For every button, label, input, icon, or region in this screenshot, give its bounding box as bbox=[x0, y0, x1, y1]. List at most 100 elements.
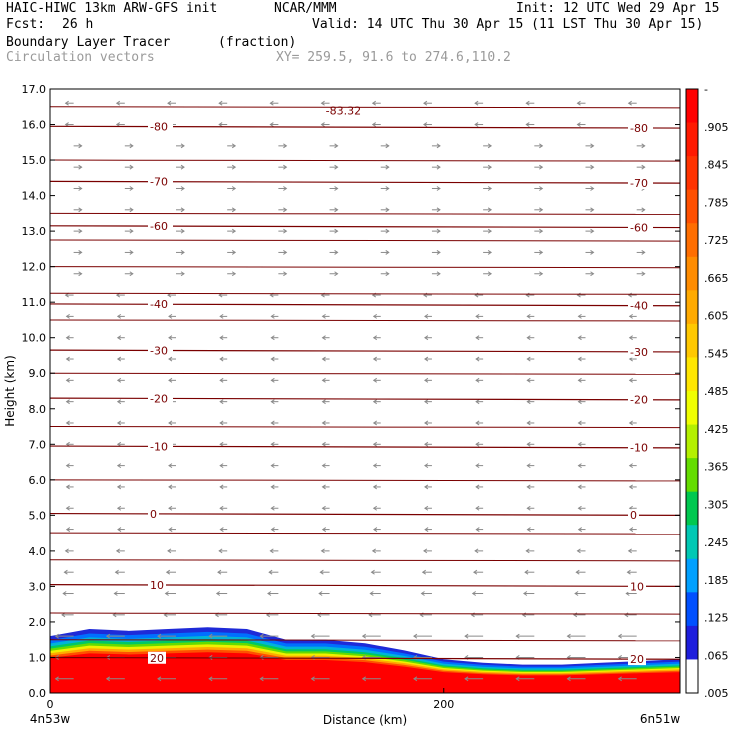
isotherm-label--80: -80 bbox=[150, 121, 168, 134]
vector-head bbox=[590, 186, 595, 191]
colorbar-swatch bbox=[686, 558, 698, 593]
vector-head bbox=[370, 569, 375, 575]
vector-head bbox=[487, 207, 493, 213]
fcst-label: Fcst: bbox=[6, 17, 46, 32]
vector-head bbox=[116, 420, 122, 426]
y-tick-label: 16.0 bbox=[22, 119, 47, 132]
x-tick-label: 200 bbox=[433, 698, 454, 711]
isotherm-label--20: -20 bbox=[630, 394, 648, 407]
vector-head bbox=[628, 377, 633, 383]
vector-head bbox=[590, 228, 595, 234]
field1-units: (fraction) bbox=[218, 35, 297, 50]
vector-head bbox=[334, 207, 339, 213]
vector-head bbox=[372, 463, 378, 469]
minimum-label: -83.32 bbox=[326, 104, 361, 117]
vector-head bbox=[115, 548, 121, 554]
xy-coordinates: XY= 259.5, 91.6 to 274.6,110.2 bbox=[276, 50, 511, 65]
vector-head bbox=[372, 377, 378, 383]
vector-head bbox=[334, 228, 339, 234]
vector-head bbox=[574, 591, 579, 596]
vector-head bbox=[385, 164, 390, 170]
y-tick-label: 10.0 bbox=[22, 332, 47, 345]
vector-head bbox=[168, 313, 173, 319]
vector-head bbox=[474, 122, 479, 127]
plot-frame bbox=[49, 88, 681, 694]
vector-head bbox=[116, 313, 122, 319]
colorbar-label: .305 bbox=[704, 498, 729, 511]
x-right-endpoint: 6n51w bbox=[640, 712, 681, 726]
contour-line bbox=[49, 106, 681, 109]
vector-head bbox=[424, 377, 429, 383]
isotherm-label-0: 0 bbox=[150, 508, 157, 521]
vector-head bbox=[372, 505, 378, 511]
vector-head bbox=[219, 399, 224, 405]
vector-head bbox=[180, 228, 185, 234]
vector-head bbox=[371, 122, 377, 127]
vector-head bbox=[475, 356, 480, 362]
vector-head bbox=[168, 505, 173, 511]
vector-head bbox=[116, 505, 122, 511]
vector-head bbox=[231, 228, 237, 234]
vector-head bbox=[310, 676, 315, 682]
x-tick-label: 0 bbox=[47, 698, 54, 711]
init-time: Init: 12 UTC Wed 29 Apr 15 bbox=[516, 1, 720, 16]
vector-head bbox=[270, 313, 275, 319]
vector-head bbox=[219, 420, 224, 426]
vector-head bbox=[525, 122, 530, 127]
vector-head bbox=[628, 335, 633, 341]
vector-head bbox=[321, 484, 326, 490]
vector-head bbox=[373, 527, 378, 532]
vector-head bbox=[385, 271, 390, 277]
field2-name: Circulation vectors bbox=[6, 50, 155, 65]
vector-head bbox=[310, 633, 315, 639]
colorbar-swatch bbox=[686, 391, 698, 426]
colorbar-label: .665 bbox=[704, 272, 729, 285]
y-tick-label: 17.0 bbox=[22, 83, 47, 96]
vector-head bbox=[168, 463, 173, 469]
vector-head bbox=[270, 356, 275, 362]
vector-head bbox=[167, 100, 172, 106]
vector-head bbox=[421, 569, 427, 575]
vector-head bbox=[165, 569, 171, 575]
vector-head bbox=[424, 505, 429, 511]
vector-head bbox=[129, 143, 134, 149]
vector-head bbox=[219, 377, 224, 383]
vector-head bbox=[321, 313, 326, 319]
y-tick-label: 0.0 bbox=[29, 687, 47, 700]
vector-head bbox=[283, 186, 288, 191]
vector-head bbox=[129, 271, 134, 277]
vector-head bbox=[129, 250, 134, 255]
model-title: HAIC-HIWC 13km ARW-GFS init bbox=[6, 1, 218, 16]
vector-head bbox=[436, 143, 441, 149]
vector-head bbox=[624, 612, 629, 618]
contour-line bbox=[49, 212, 681, 215]
vector-head bbox=[157, 633, 162, 639]
vector-head bbox=[424, 399, 429, 405]
vector-head bbox=[424, 463, 429, 469]
vector-head bbox=[231, 250, 237, 255]
vector-head bbox=[283, 164, 288, 170]
vector-head bbox=[64, 548, 69, 554]
isotherm-label--10: -10 bbox=[630, 442, 648, 455]
vector-head bbox=[321, 399, 326, 405]
y-tick-label: 5.0 bbox=[29, 509, 47, 522]
vector-head bbox=[231, 271, 237, 277]
vector-head bbox=[283, 271, 288, 277]
vector-head bbox=[168, 420, 173, 426]
contour-line bbox=[49, 559, 681, 562]
vector-head bbox=[361, 633, 367, 639]
vector-head bbox=[539, 143, 544, 149]
vector-head bbox=[270, 420, 275, 426]
vector-head bbox=[65, 399, 70, 405]
vector-head bbox=[115, 100, 121, 106]
vector-head bbox=[487, 164, 493, 170]
colorbar-label: .725 bbox=[704, 234, 729, 247]
vector-head bbox=[526, 377, 531, 383]
vector-head bbox=[487, 271, 493, 277]
vector-head bbox=[385, 228, 390, 234]
field1-name: Boundary Layer Tracer bbox=[6, 35, 171, 50]
vector-head bbox=[318, 591, 323, 596]
colorbar-label: .845 bbox=[704, 159, 729, 172]
vector-head bbox=[321, 441, 326, 447]
vector-head bbox=[65, 313, 70, 319]
